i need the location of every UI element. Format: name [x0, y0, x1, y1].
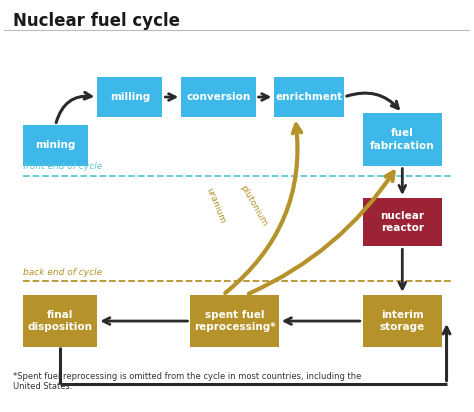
- FancyBboxPatch shape: [363, 113, 442, 166]
- FancyBboxPatch shape: [181, 77, 255, 117]
- Text: back end of cycle: back end of cycle: [23, 268, 102, 276]
- Text: spent fuel
reprocessing*: spent fuel reprocessing*: [194, 310, 275, 332]
- FancyBboxPatch shape: [363, 198, 442, 246]
- Text: uranium: uranium: [205, 187, 228, 225]
- Text: milling: milling: [110, 92, 150, 102]
- FancyBboxPatch shape: [97, 77, 163, 117]
- Text: nuclear
reactor: nuclear reactor: [380, 211, 424, 233]
- FancyBboxPatch shape: [191, 295, 279, 347]
- FancyBboxPatch shape: [363, 295, 442, 347]
- Text: mining: mining: [35, 140, 75, 150]
- Text: Nuclear fuel cycle: Nuclear fuel cycle: [13, 12, 181, 30]
- Text: *Spent fuel reprocessing is omitted from the cycle in most countries, including : *Spent fuel reprocessing is omitted from…: [13, 372, 362, 391]
- Text: conversion: conversion: [186, 92, 250, 102]
- Text: interim
storage: interim storage: [380, 310, 425, 332]
- FancyBboxPatch shape: [274, 77, 344, 117]
- Text: final
disposition: final disposition: [27, 310, 92, 332]
- FancyBboxPatch shape: [23, 295, 97, 347]
- FancyBboxPatch shape: [23, 125, 88, 166]
- Text: front end of cycle: front end of cycle: [23, 162, 102, 171]
- Text: fuel
fabrication: fuel fabrication: [370, 128, 435, 151]
- Text: plutonium: plutonium: [238, 184, 269, 228]
- Text: enrichment: enrichment: [275, 92, 343, 102]
